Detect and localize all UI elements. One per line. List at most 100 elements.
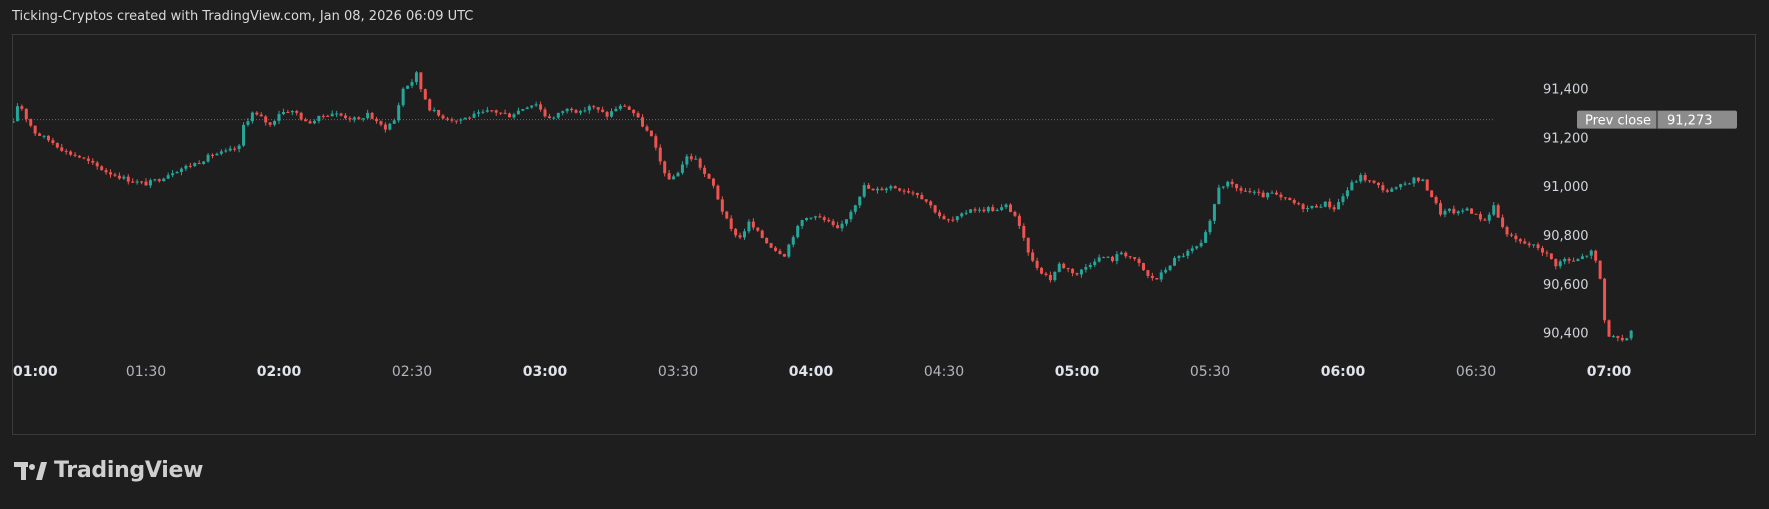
candle-body <box>401 88 405 106</box>
candle-body <box>423 89 427 100</box>
candle-body <box>206 154 210 162</box>
candle-body <box>1239 188 1243 191</box>
candle-body <box>960 213 964 217</box>
candle-body <box>1576 258 1580 262</box>
candle-body <box>1106 256 1110 258</box>
candle-body <box>769 243 773 248</box>
candle-body <box>91 160 95 163</box>
candle-body <box>211 154 214 156</box>
candle-body <box>561 111 565 113</box>
prev-close-value: 91,273 <box>1667 114 1713 129</box>
candle-body <box>880 188 884 191</box>
candle-body <box>100 166 104 171</box>
candle-body <box>370 112 374 119</box>
candle-body <box>627 106 631 110</box>
candle-body <box>1243 190 1247 192</box>
candle-body <box>1532 244 1536 246</box>
candle-body <box>131 181 135 183</box>
candle-body <box>441 115 445 119</box>
candle-body <box>760 230 764 238</box>
candle-body <box>135 181 139 183</box>
chart-caption: Ticking-Cryptos created with TradingView… <box>12 9 474 24</box>
candle-body <box>738 235 742 238</box>
candle-body <box>725 211 729 219</box>
candle-body <box>179 168 183 173</box>
candle-body <box>849 211 853 220</box>
candle-body <box>1110 256 1114 261</box>
candle-body <box>13 121 15 123</box>
candle-body <box>1332 207 1336 210</box>
candle-body <box>86 158 90 161</box>
candle-body <box>654 136 658 148</box>
candle-body <box>1549 253 1553 260</box>
candle-body <box>933 205 937 213</box>
y-tick-label: 90,800 <box>1543 229 1589 244</box>
candle-body <box>157 179 161 182</box>
candle-body <box>658 147 662 162</box>
x-tick-label: 04:30 <box>924 364 964 380</box>
tradingview-logo-text: TradingView <box>54 458 204 483</box>
candle-body <box>246 121 250 125</box>
candle-body <box>148 180 152 186</box>
candle-body <box>1611 336 1615 338</box>
candle-body <box>406 85 410 89</box>
candle-body <box>818 216 822 218</box>
candle-body <box>295 111 299 113</box>
candle-body <box>1044 273 1048 275</box>
candle-body <box>1119 252 1123 255</box>
candle-body <box>162 178 166 182</box>
y-tick-label: 91,200 <box>1543 131 1589 146</box>
candle-body <box>366 112 370 119</box>
candle-body <box>299 112 303 120</box>
tradingview-logo[interactable]: TradingView <box>14 458 203 483</box>
y-tick-label: 91,000 <box>1543 180 1589 195</box>
candle-body <box>1434 197 1438 204</box>
candle-body <box>1603 278 1607 321</box>
candle-body <box>397 105 401 121</box>
candle-body <box>1053 271 1057 281</box>
candle-body <box>1483 219 1487 221</box>
candlestick-chart[interactable]: 90,400 90,600 90,800 91,000 91,200 91,400 Prev… <box>13 35 1755 434</box>
candle-body <box>1620 337 1624 341</box>
candle-body <box>193 163 197 167</box>
candle-body <box>264 116 268 123</box>
candle-body <box>432 109 436 111</box>
candle-body <box>1541 248 1544 253</box>
candle-body <box>1040 267 1044 274</box>
candle-body <box>765 237 769 244</box>
candle-body <box>104 170 108 173</box>
candle-body <box>698 158 702 168</box>
candle-body <box>481 111 485 113</box>
candle-body <box>1102 257 1106 259</box>
candle-body <box>1319 206 1323 208</box>
candle-body <box>1470 208 1474 214</box>
candle-body <box>991 207 995 212</box>
candle-body <box>1589 250 1593 256</box>
candle-body <box>428 99 432 111</box>
candle-body <box>1190 248 1194 251</box>
candle-body <box>1598 260 1602 279</box>
x-tick-label: 06:00 <box>1321 364 1366 380</box>
candle-body <box>1150 275 1154 278</box>
candle-body <box>889 186 893 189</box>
candle-body <box>286 111 290 113</box>
candle-body <box>184 165 188 169</box>
candle-body <box>228 148 232 151</box>
candle-body <box>1394 187 1398 189</box>
candle-body <box>867 185 871 189</box>
candle-body <box>1625 338 1629 341</box>
candle-body <box>649 130 653 137</box>
candle-body <box>1146 270 1150 276</box>
candle-body <box>1026 237 1030 253</box>
candle-body <box>911 192 915 194</box>
chart-panel[interactable]: 90,400 90,600 90,800 91,000 91,200 91,400 Prev… <box>12 34 1756 435</box>
candle-body <box>1399 184 1403 188</box>
candle-body <box>1554 259 1558 267</box>
candle-body <box>1261 192 1265 198</box>
candle-body <box>1275 192 1278 195</box>
candle-body <box>1509 234 1513 236</box>
candle-body <box>1452 208 1456 214</box>
candle-body <box>494 110 498 113</box>
candle-body <box>822 217 826 220</box>
x-tick-label: 01:30 <box>126 364 166 380</box>
